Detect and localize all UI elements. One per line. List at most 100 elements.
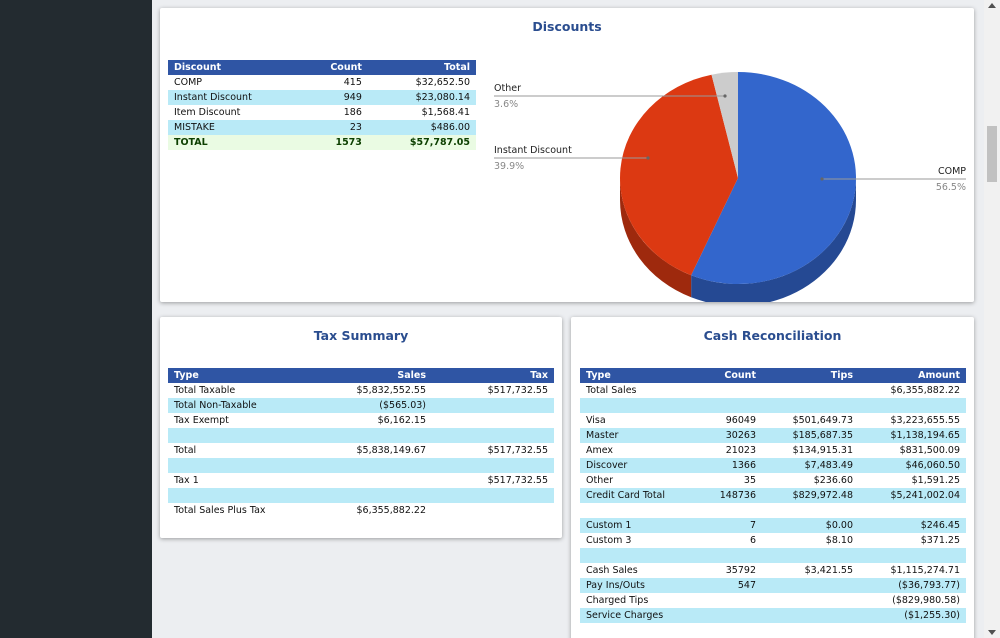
table-row: [168, 428, 554, 443]
cash-type: Total Sales: [586, 385, 637, 396]
total-row: TOTAL 1573 $57,787.05: [168, 135, 476, 150]
table-row: [168, 488, 554, 503]
cash-type: Pay Ins/Outs: [580, 578, 690, 593]
table-row: Total Non-Taxable ($565.03): [168, 398, 554, 413]
vertical-scrollbar[interactable]: [984, 0, 1000, 638]
cash-tips: $8.10: [825, 535, 853, 546]
cash-count: [690, 398, 762, 413]
tax-sales: [310, 473, 432, 488]
cash-type: Credit Card Total: [580, 488, 690, 503]
discounts-title: Discounts: [532, 19, 602, 34]
pie-pct-instant-discount: 39.9%: [494, 161, 525, 172]
discount-total: $486.00: [367, 120, 476, 135]
table-row: Service Charges ($1,255.30): [580, 608, 966, 623]
cash-count: 1366: [690, 458, 762, 473]
total-label: TOTAL: [168, 135, 303, 150]
discount-count: 949: [302, 90, 368, 105]
pie-slice-other: [711, 72, 738, 178]
cash-type: Other: [586, 475, 613, 486]
cash-type: [580, 548, 690, 563]
tax-summary-title: Tax Summary: [313, 328, 409, 343]
table-row: Charged Tips ($829,980.58): [580, 593, 966, 608]
cash-type: [580, 503, 690, 518]
tax-sales: [310, 488, 432, 503]
tax-amount: [432, 458, 554, 473]
table-row: Tax Exempt $6,162.15: [168, 413, 554, 428]
cash-tips: $501,649.73: [792, 415, 853, 426]
cash-tips: [762, 548, 859, 563]
scroll-up-arrow-icon[interactable]: [988, 3, 996, 8]
table-row: Custom 1 7 $0.00 $246.45: [580, 518, 966, 533]
tax-amount: [432, 488, 554, 503]
cash-tips: $7,483.49: [762, 458, 859, 473]
cash-tips: [762, 608, 859, 623]
cash-reconciliation-card: Cash Reconciliation Type Count Tips Amou…: [571, 317, 974, 638]
cash-tips: $134,915.31: [792, 445, 853, 456]
type-col-header: Type: [580, 368, 690, 383]
tax-amount: $517,732.55: [487, 475, 548, 486]
tax-sales: ($565.03): [310, 398, 432, 413]
tax-summary-table: Type Sales Tax Total Taxable $5,832,552.5…: [168, 368, 554, 518]
cash-amount: ($36,793.77): [859, 578, 966, 593]
cash-reconciliation-table: Type Count Tips Amount Total Sales $6,355…: [580, 368, 966, 623]
cash-amount: $3,223,655.55: [890, 415, 960, 426]
table-row: Amex 21023 $134,915.31 $831,500.09: [580, 443, 966, 458]
tips-col-header: Tips: [762, 368, 859, 383]
table-row: COMP 415 $32,652.50: [168, 75, 476, 90]
cash-count: 148736: [690, 488, 762, 503]
cash-amount: $1,591.25: [911, 475, 960, 486]
tax-col-header: Tax: [432, 368, 554, 383]
cash-count: 96049: [725, 415, 756, 426]
pie-leader-dot: [820, 177, 824, 181]
discount-count: 23: [302, 120, 368, 135]
cash-type: [580, 398, 690, 413]
pie-slice-instant-discount: [620, 74, 738, 276]
table-row: Custom 3 6 $8.10 $371.25: [580, 533, 966, 548]
cash-count: [690, 548, 762, 563]
tax-sales: $5,838,149.67: [356, 445, 426, 456]
table-row: [168, 458, 554, 473]
tax-amount: [432, 413, 554, 428]
tax-type: Tax 1: [174, 475, 199, 486]
scroll-down-arrow-icon[interactable]: [988, 630, 996, 635]
table-row: Credit Card Total 148736 $829,972.48 $5,241…: [580, 488, 966, 503]
tax-sales: [310, 428, 432, 443]
discount-name: COMP: [174, 77, 203, 88]
cash-type: Custom 1: [580, 518, 690, 533]
cash-tips: [762, 593, 859, 608]
cash-amount: $831,500.09: [899, 445, 960, 456]
discount-name: Item Discount: [174, 107, 241, 118]
cash-count: 30263: [690, 428, 762, 443]
pie-leader-dot: [646, 156, 650, 160]
pie-slice-comp: [691, 72, 856, 284]
cash-type: Discover: [580, 458, 690, 473]
pie-pct-other: 3.6%: [494, 99, 519, 110]
discounts-table: Discount Count Total COMP 415 $32,652.50 In…: [168, 60, 476, 150]
table-row: Cash Sales 35792 $3,421.55 $1,115,274.71: [580, 563, 966, 578]
count-col-header: Count: [690, 368, 762, 383]
cash-tips: $236.60: [813, 475, 853, 486]
tax-amount: $517,732.55: [487, 445, 548, 456]
pie-label-comp: COMP: [937, 166, 966, 177]
cash-amount: [859, 398, 966, 413]
sales-col-header: Sales: [310, 368, 432, 383]
pie-slice-side: [691, 178, 856, 302]
cash-type: Custom 3: [586, 535, 632, 546]
scrollbar-thumb[interactable]: [987, 126, 997, 182]
cash-tips: $0.00: [762, 518, 859, 533]
cash-count: [690, 383, 762, 398]
cash-count: [690, 608, 762, 623]
tax-amount: $517,732.55: [487, 385, 548, 396]
cash-tips: $829,972.48: [762, 488, 859, 503]
table-row: Other 35 $236.60 $1,591.25: [580, 473, 966, 488]
total-col-header: Total: [367, 60, 476, 75]
amount-col-header: Amount: [859, 368, 966, 383]
pie-label-other: Other: [494, 83, 521, 94]
cash-amount: $371.25: [920, 535, 960, 546]
tax-type: [168, 488, 310, 503]
cash-amount: $246.45: [859, 518, 966, 533]
cash-count: 21023: [725, 445, 756, 456]
discount-total: $23,080.14: [367, 90, 476, 105]
table-row: Visa 96049 $501,649.73 $3,223,655.55: [580, 413, 966, 428]
table-row: [580, 398, 966, 413]
